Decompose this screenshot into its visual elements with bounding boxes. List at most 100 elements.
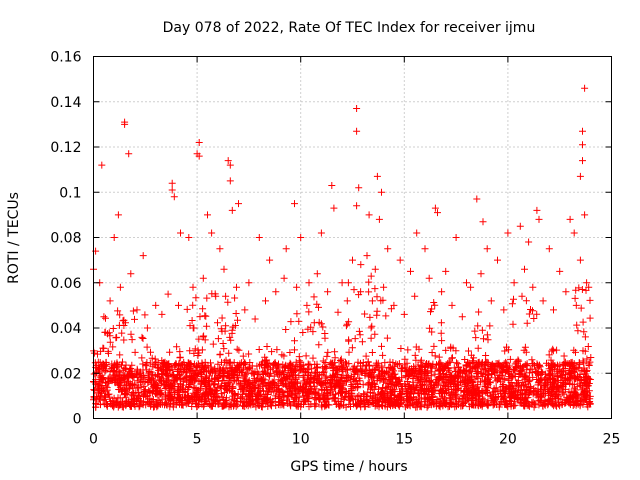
data-point xyxy=(395,376,403,384)
data-point xyxy=(304,325,312,333)
data-point xyxy=(404,346,412,354)
data-point xyxy=(566,215,574,223)
data-point xyxy=(90,394,98,402)
data-point xyxy=(263,343,271,350)
data-point xyxy=(166,348,174,356)
data-point xyxy=(521,390,529,398)
data-point xyxy=(355,391,363,399)
data-point xyxy=(306,376,314,384)
data-point xyxy=(401,355,409,363)
data-point xyxy=(273,367,281,375)
data-point xyxy=(254,382,262,390)
data-point xyxy=(378,392,385,400)
data-point xyxy=(390,392,398,399)
data-point xyxy=(541,396,549,404)
data-point xyxy=(472,391,480,399)
data-point xyxy=(127,365,134,372)
data-point xyxy=(241,306,249,314)
data-point xyxy=(348,385,356,393)
data-point xyxy=(214,319,221,327)
data-point xyxy=(324,348,332,356)
data-point xyxy=(533,368,541,376)
data-point xyxy=(261,353,269,361)
data-point xyxy=(321,379,329,386)
data-point xyxy=(571,294,579,302)
data-point xyxy=(516,222,524,230)
data-point xyxy=(194,352,202,359)
data-point xyxy=(154,373,162,381)
data-point xyxy=(564,398,572,406)
data-point xyxy=(417,394,425,402)
data-point xyxy=(130,389,138,397)
data-point xyxy=(209,340,217,348)
data-point xyxy=(195,335,203,343)
data-point xyxy=(340,361,348,369)
data-point xyxy=(467,351,475,359)
data-point xyxy=(580,397,588,405)
data-point xyxy=(228,388,236,396)
data-point xyxy=(362,352,370,360)
data-point xyxy=(502,358,510,366)
data-point xyxy=(275,371,283,379)
data-point xyxy=(219,340,227,347)
data-point xyxy=(510,397,518,405)
data-point xyxy=(299,329,307,336)
data-point xyxy=(479,387,487,395)
data-point xyxy=(523,398,531,405)
data-point xyxy=(126,379,134,387)
data-point xyxy=(356,397,364,405)
data-point xyxy=(378,342,385,350)
data-point xyxy=(266,256,274,264)
data-point xyxy=(544,401,552,409)
data-point xyxy=(267,366,274,374)
data-point xyxy=(179,384,187,392)
data-point xyxy=(484,359,492,367)
data-point xyxy=(529,283,537,291)
data-point xyxy=(465,347,472,355)
data-point xyxy=(579,127,586,135)
data-point xyxy=(573,383,581,391)
data-point xyxy=(270,378,278,386)
data-point xyxy=(435,367,443,375)
data-point xyxy=(336,377,344,385)
data-point xyxy=(322,364,330,372)
data-point xyxy=(109,343,117,351)
data-point xyxy=(170,193,178,201)
data-point xyxy=(328,182,336,189)
data-point xyxy=(501,347,509,355)
data-point xyxy=(286,349,294,356)
data-point xyxy=(124,374,131,382)
data-point xyxy=(452,386,460,394)
data-point xyxy=(359,381,367,389)
data-point xyxy=(391,362,399,370)
data-point xyxy=(428,362,436,370)
data-point xyxy=(368,297,376,305)
data-point xyxy=(268,348,276,356)
data-point xyxy=(496,372,504,379)
data-point xyxy=(297,234,305,241)
data-point xyxy=(133,306,141,314)
data-point xyxy=(191,376,198,384)
y-tick-label: 0.14 xyxy=(50,95,81,111)
x-tick-label: 20 xyxy=(499,432,517,448)
data-point xyxy=(482,352,490,359)
data-point xyxy=(337,357,344,364)
data-point xyxy=(569,361,576,369)
data-point xyxy=(393,382,400,390)
data-point xyxy=(379,397,387,405)
data-point xyxy=(293,283,301,291)
data-point xyxy=(96,359,104,366)
data-point xyxy=(195,378,203,386)
data-point xyxy=(483,331,491,339)
data-point xyxy=(361,370,369,377)
data-point xyxy=(514,386,522,394)
data-point xyxy=(195,139,203,146)
data-point xyxy=(291,200,298,208)
data-point xyxy=(491,397,499,405)
data-point xyxy=(567,369,575,377)
data-point xyxy=(142,361,150,369)
data-point xyxy=(201,336,209,344)
data-point xyxy=(332,379,340,387)
data-point xyxy=(496,386,504,394)
data-point xyxy=(315,341,323,349)
